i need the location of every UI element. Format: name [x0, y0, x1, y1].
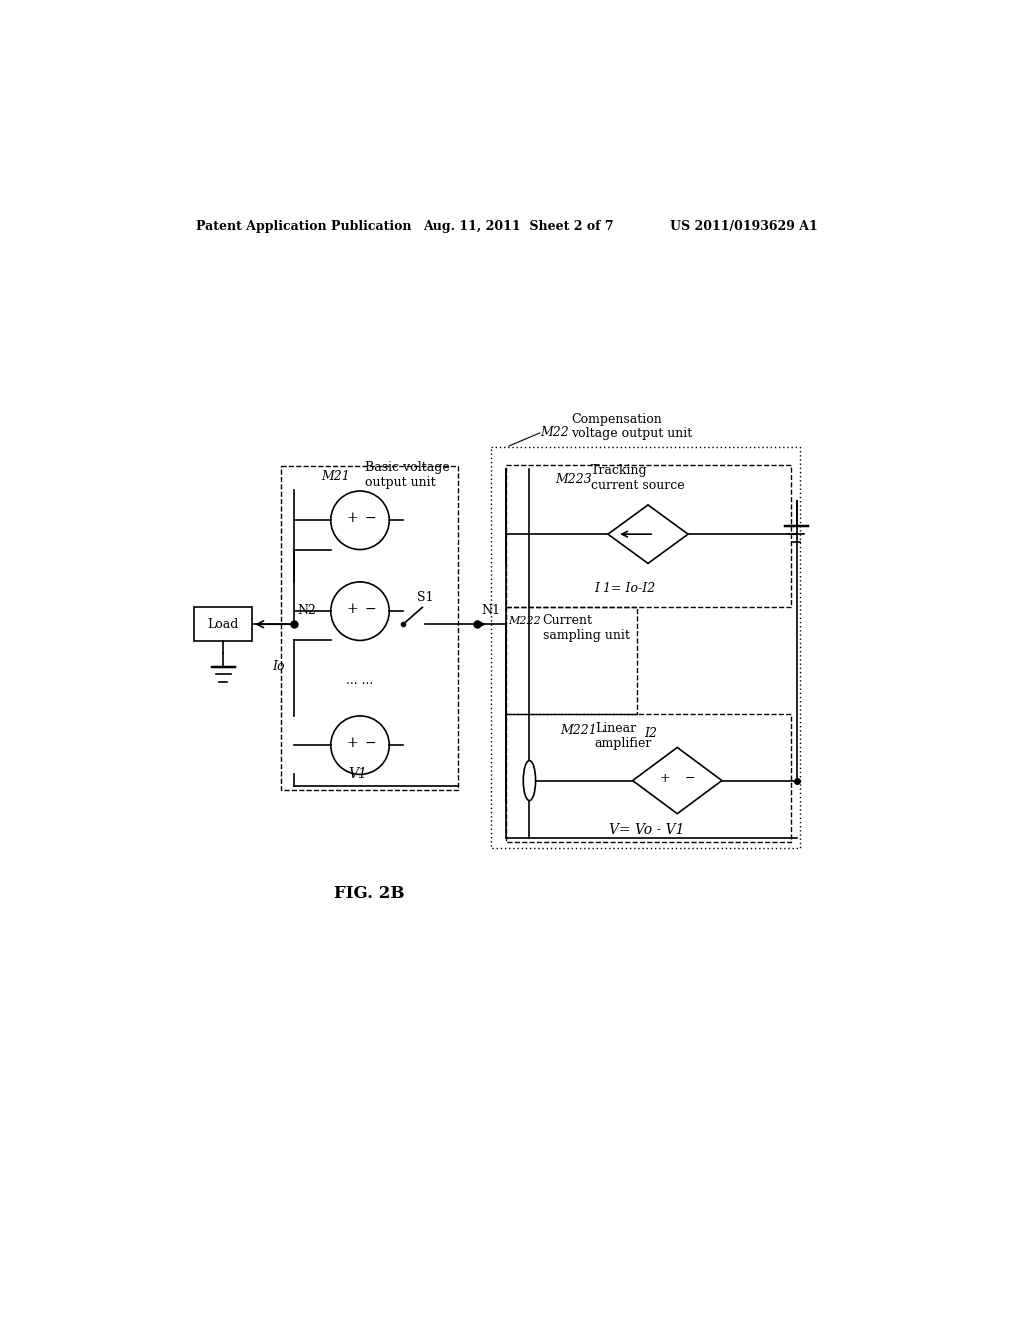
Text: I2: I2 [644, 727, 656, 741]
Text: M221: M221 [560, 725, 597, 738]
Text: +: + [346, 602, 358, 616]
Text: I 1= Io-I2: I 1= Io-I2 [594, 582, 655, 594]
Text: Tracking
current source: Tracking current source [591, 465, 685, 492]
Text: +: + [346, 735, 358, 750]
Text: M22: M22 [541, 426, 569, 440]
Text: Aug. 11, 2011  Sheet 2 of 7: Aug. 11, 2011 Sheet 2 of 7 [423, 219, 613, 232]
Text: S1: S1 [417, 591, 433, 603]
Text: Load: Load [208, 618, 239, 631]
Text: −: − [684, 772, 695, 785]
Text: Patent Application Publication: Patent Application Publication [196, 219, 412, 232]
Text: ... ...: ... ... [346, 675, 374, 686]
Text: N1: N1 [481, 603, 500, 616]
Text: −: − [365, 602, 376, 616]
Text: −: − [365, 511, 376, 525]
Text: −: − [365, 735, 376, 750]
Text: M21: M21 [322, 470, 350, 483]
Text: US 2011/0193629 A1: US 2011/0193629 A1 [670, 219, 817, 232]
Text: Basic voltage
output unit: Basic voltage output unit [366, 461, 451, 488]
Text: V1: V1 [348, 767, 368, 781]
Text: Current
sampling unit: Current sampling unit [543, 614, 630, 643]
Text: +: + [659, 772, 671, 785]
Text: M223: M223 [556, 473, 592, 486]
Bar [195, 607, 252, 642]
Text: FIG. 2B: FIG. 2B [334, 886, 404, 903]
Text: N2: N2 [298, 603, 316, 616]
Text: M222: M222 [509, 615, 542, 626]
Text: V= Vo - V1: V= Vo - V1 [608, 822, 684, 837]
Text: +: + [346, 511, 358, 525]
Text: Io: Io [272, 660, 285, 673]
Text: Linear
amplifier: Linear amplifier [595, 722, 652, 750]
Text: Compensation
voltage output unit: Compensation voltage output unit [571, 412, 692, 441]
